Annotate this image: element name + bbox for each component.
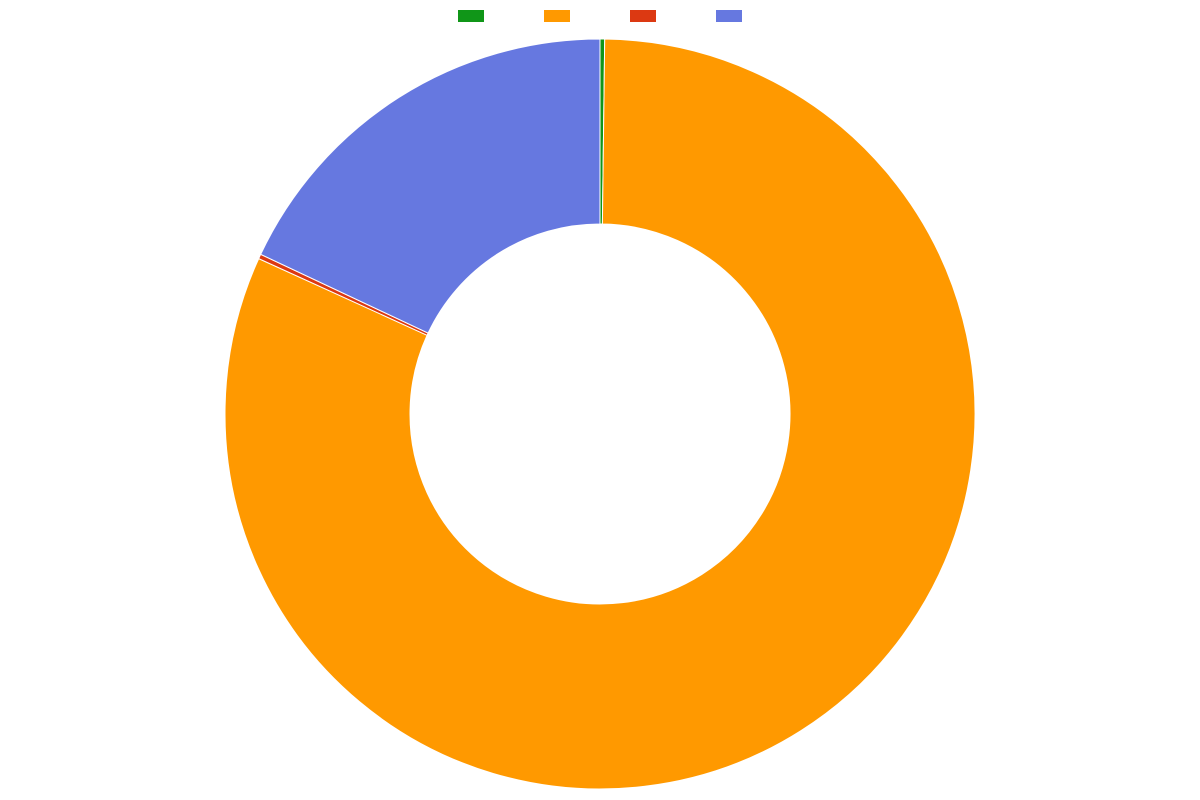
donut-chart — [0, 27, 1200, 800]
legend-swatch-0 — [458, 10, 484, 22]
legend-swatch-2 — [630, 10, 656, 22]
legend-item-1 — [544, 10, 570, 22]
donut-chart-svg — [220, 34, 980, 794]
legend-item-2 — [630, 10, 656, 22]
legend-swatch-1 — [544, 10, 570, 22]
legend-item-3 — [716, 10, 742, 22]
legend-swatch-3 — [716, 10, 742, 22]
chart-legend — [458, 10, 742, 22]
legend-item-0 — [458, 10, 484, 22]
